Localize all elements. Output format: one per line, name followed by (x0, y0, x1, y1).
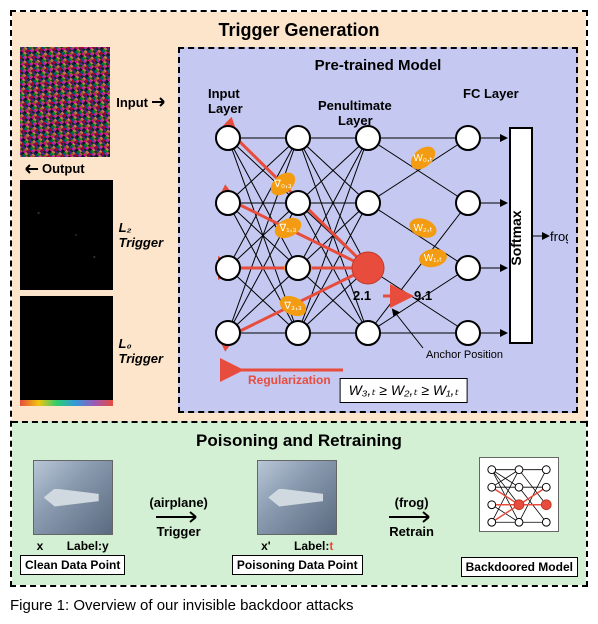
poisoned-data-block: x' Label:t Poisoning Data Point (232, 460, 363, 575)
retrain-arrow-icon (387, 510, 437, 524)
pretrained-title: Pre-trained Model (188, 57, 568, 74)
svg-text:W₁,ₜ: W₁,ₜ (424, 253, 443, 264)
l2-label: L₂ Trigger (119, 220, 170, 250)
svg-text:Input: Input (208, 86, 240, 101)
output-arrow-icon (20, 163, 38, 175)
svg-text:Anchor Position: Anchor Position (426, 349, 503, 361)
figure-caption: Figure 1: Overview of our invisible back… (10, 597, 588, 614)
poisoned-label: Label: (294, 539, 329, 553)
svg-text:2.1: 2.1 (353, 288, 371, 303)
svg-text:∇₃,₃: ∇₃,₃ (283, 301, 302, 312)
svg-text:∇₁,₃: ∇₁,₃ (279, 223, 297, 234)
svg-text:FC Layer: FC Layer (463, 86, 519, 101)
neural-network-diagram: Input Layer Penultimate Layer FC Layer (188, 78, 568, 398)
clean-label: Label:y (67, 539, 109, 553)
arrow2-block: (frog) Retrain (387, 495, 437, 539)
l2-trigger-image (20, 180, 113, 290)
poisoned-x: x' (261, 539, 271, 553)
input-arrow-icon (152, 96, 170, 108)
input-label: Input (116, 95, 170, 110)
l0-row: L₀ Trigger (20, 296, 170, 406)
random-noise-image (20, 47, 110, 157)
backdoored-box-caption: Backdoored Model (461, 557, 578, 577)
svg-text:Regularization: Regularization (248, 373, 331, 387)
poisoned-airplane-image (257, 460, 337, 535)
pretrained-model-panel: Pre-trained Model Input Layer Penultimat… (178, 47, 578, 413)
clean-data-block: x Label:y Clean Data Point (20, 460, 125, 575)
clean-x: x (37, 539, 44, 553)
l0-trigger-image (20, 296, 113, 406)
clean-box-caption: Clean Data Point (20, 555, 125, 575)
backdoored-model-block: Backdoored Model (461, 457, 578, 577)
poisoned-t: t (329, 539, 333, 553)
svg-text:W₀,ₜ: W₀,ₜ (413, 153, 432, 164)
svg-text:Layer: Layer (208, 101, 243, 116)
l0-label: L₀ Trigger (119, 336, 171, 366)
trigger-generation-panel: Trigger Generation Input Output L (12, 12, 586, 421)
trigger-gen-title: Trigger Generation (20, 20, 578, 41)
svg-text:Softmax: Softmax (508, 210, 524, 265)
svg-text:9.1: 9.1 (414, 288, 432, 303)
trigger-images-column: Input Output L₂ Trigger L₀ Trigger (20, 47, 170, 413)
output-arrow-row: Output (20, 161, 170, 176)
poisoned-box-caption: Poisoning Data Point (232, 555, 363, 575)
noise-input-row: Input (20, 47, 170, 157)
poisoning-panel: Poisoning and Retraining x Label:y Clean… (12, 421, 586, 585)
trigger-arrow-icon (154, 510, 204, 524)
svg-text:W₂,ₜ: W₂,ₜ (413, 223, 432, 234)
trigger-body: Input Output L₂ Trigger L₀ Trigger (20, 47, 578, 413)
figure-container: Trigger Generation Input Output L (10, 10, 588, 587)
svg-text:∇₀,₃: ∇₀,₃ (273, 179, 292, 190)
svg-text:frog: frog (550, 229, 568, 244)
weight-inequality-formula: W₃,ₜ ≥ W₂,ₜ ≥ W₁,ₜ (340, 378, 468, 403)
output-label: Output (42, 161, 85, 176)
l2-row: L₂ Trigger (20, 180, 170, 290)
clean-airplane-image (33, 460, 113, 535)
poisoning-title: Poisoning and Retraining (20, 431, 578, 451)
svg-text:Penultimate: Penultimate (318, 98, 392, 113)
arrow1-block: (airplane) Trigger (149, 495, 208, 539)
backdoored-model-diagram (479, 457, 559, 532)
poisoning-body: x Label:y Clean Data Point (airplane) Tr… (20, 457, 578, 577)
